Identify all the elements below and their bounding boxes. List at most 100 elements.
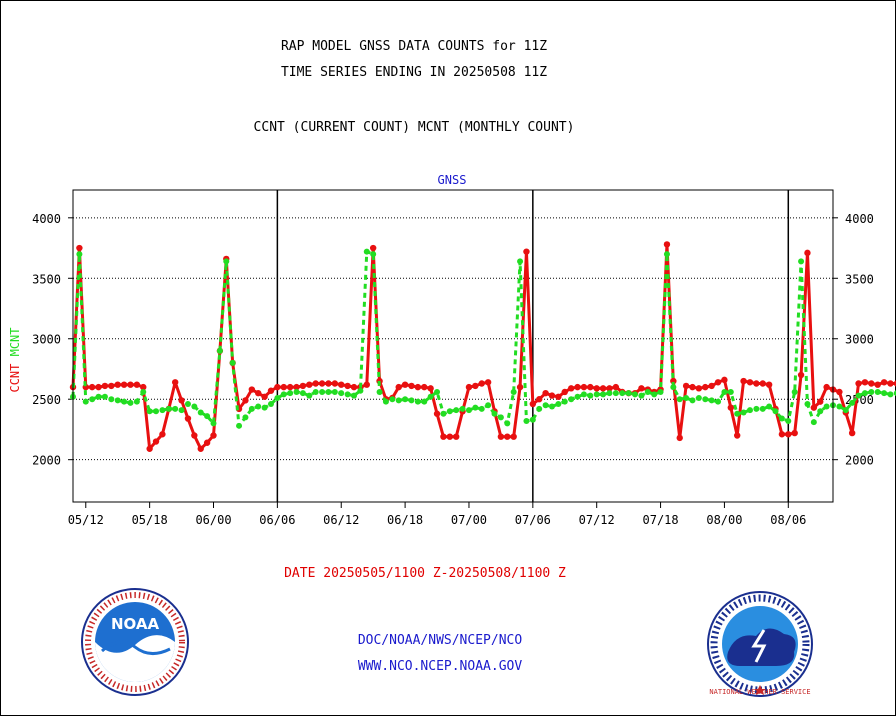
data-point-ccnt <box>178 397 185 404</box>
data-point-mcnt <box>236 422 243 429</box>
data-point-ccnt <box>306 381 313 388</box>
data-point-mcnt <box>861 390 868 397</box>
data-point-mcnt <box>753 405 760 412</box>
data-point-mcnt <box>497 414 504 421</box>
data-point-ccnt <box>555 393 562 400</box>
data-point-mcnt <box>427 393 434 400</box>
data-point-mcnt <box>382 398 389 405</box>
data-point-mcnt <box>625 390 632 397</box>
data-point-mcnt <box>561 398 568 405</box>
data-point-mcnt <box>772 408 779 415</box>
noaa-logo[interactable]: NOAA <box>80 587 190 697</box>
org-path-link[interactable]: DOC/NOAA/NWS/NCEP/NCO <box>357 633 523 648</box>
data-point-ccnt <box>702 383 709 391</box>
y-axis-label-ccnt: CCNT <box>8 364 22 393</box>
data-point-ccnt <box>753 380 760 387</box>
data-point-ccnt <box>452 433 460 440</box>
data-point-mcnt <box>536 405 543 412</box>
data-point-ccnt <box>433 410 441 417</box>
data-point-ccnt <box>318 380 326 387</box>
website-link[interactable]: WWW.NCO.NCEP.NOAA.GOV <box>357 659 523 674</box>
data-point-ccnt <box>542 389 549 397</box>
data-point-ccnt <box>797 371 805 379</box>
data-point-ccnt <box>695 385 703 392</box>
data-point-mcnt <box>89 396 96 403</box>
data-point-ccnt <box>791 429 798 437</box>
data-point-mcnt <box>204 413 211 420</box>
data-point-ccnt <box>504 433 511 440</box>
data-point-mcnt <box>766 403 773 410</box>
data-point-ccnt <box>140 383 147 391</box>
data-point-mcnt <box>695 395 702 401</box>
x-tick-label: 07/00 <box>451 513 487 527</box>
data-point-ccnt <box>472 382 479 390</box>
data-point-ccnt <box>280 383 287 391</box>
data-point-ccnt <box>836 388 843 396</box>
data-point-mcnt <box>657 388 664 395</box>
data-point-mcnt <box>721 388 728 395</box>
data-point-mcnt <box>798 258 805 265</box>
data-point-ccnt <box>848 429 856 437</box>
data-point-ccnt <box>286 383 294 391</box>
data-point-ccnt <box>274 383 281 391</box>
data-point-ccnt <box>759 380 766 387</box>
series-line-mcnt <box>71 250 896 428</box>
y-tick-label-left: 3500 <box>32 272 61 286</box>
data-point-mcnt <box>389 396 396 403</box>
data-point-mcnt <box>146 408 153 415</box>
data-point-mcnt <box>785 417 792 424</box>
series-line-ccnt <box>71 242 896 451</box>
data-point-ccnt <box>746 379 754 386</box>
data-point-ccnt <box>421 383 428 391</box>
data-point-ccnt <box>765 381 773 388</box>
data-point-ccnt <box>248 386 256 393</box>
data-point-mcnt <box>587 392 594 399</box>
data-point-mcnt <box>855 392 862 399</box>
x-tick-label: 07/12 <box>579 513 615 527</box>
data-point-ccnt <box>676 434 683 442</box>
data-point-ccnt <box>344 382 351 390</box>
data-point-ccnt <box>465 383 473 391</box>
data-point-mcnt <box>638 392 645 399</box>
y-axis-title: CCNT MCNT <box>8 327 22 392</box>
data-point-ccnt <box>887 380 894 387</box>
data-point-ccnt <box>612 383 620 391</box>
data-point-mcnt <box>191 403 198 410</box>
svg-text:CCNT MCNT: CCNT MCNT <box>8 327 22 392</box>
data-point-ccnt <box>510 433 517 440</box>
nws-logo[interactable]: NATIONAL WEATHER SERVICE <box>706 590 814 698</box>
data-point-mcnt <box>402 396 409 403</box>
data-point-mcnt <box>453 407 460 414</box>
data-point-ccnt <box>574 383 581 391</box>
data-point-mcnt <box>580 391 587 398</box>
data-point-mcnt <box>683 395 690 401</box>
data-point-ccnt <box>663 241 671 248</box>
data-point-ccnt <box>734 432 741 439</box>
y-tick-label-left: 3000 <box>32 333 61 347</box>
data-point-ccnt <box>363 381 370 388</box>
data-point-mcnt <box>159 407 166 414</box>
data-point-ccnt <box>580 383 588 391</box>
chart-title-line2: TIME SERIES ENDING IN 20250508 11Z <box>280 65 548 80</box>
data-point-ccnt <box>408 382 415 390</box>
data-point-mcnt <box>568 396 575 403</box>
data-point-mcnt <box>676 396 683 403</box>
data-point-mcnt <box>178 407 185 414</box>
data-point-mcnt <box>874 388 881 395</box>
data-point-mcnt <box>293 388 300 395</box>
data-point-ccnt <box>721 376 728 384</box>
data-point-ccnt <box>823 383 830 391</box>
data-point-ccnt <box>714 379 722 386</box>
data-point-mcnt <box>670 384 677 391</box>
data-point-ccnt <box>152 438 160 445</box>
data-point-ccnt <box>120 381 128 388</box>
data-point-ccnt <box>478 380 485 387</box>
data-point-ccnt <box>484 379 492 386</box>
data-point-ccnt <box>778 431 786 438</box>
plot-area-border <box>72 189 834 503</box>
x-tick-label: 06/00 <box>195 513 231 527</box>
data-point-ccnt <box>689 383 696 391</box>
data-point-mcnt <box>306 392 313 399</box>
chart-title-line1: RAP MODEL GNSS DATA COUNTS for 11Z <box>280 39 548 54</box>
data-point-mcnt <box>523 417 530 424</box>
